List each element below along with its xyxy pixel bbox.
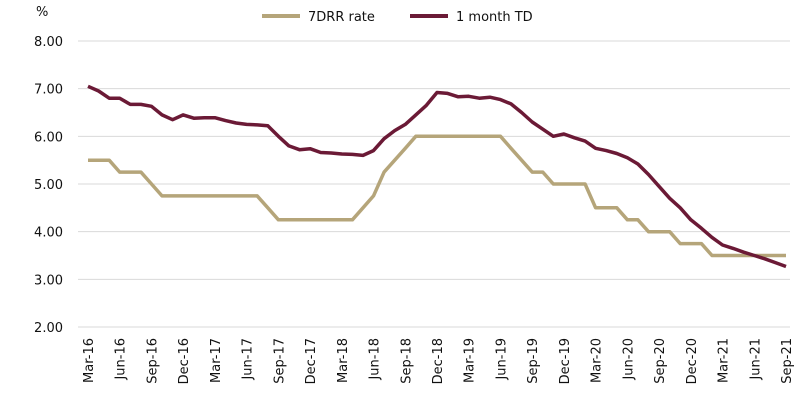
x-tick-label: Jun-18 — [368, 338, 383, 381]
x-tick-label: Sep-17 — [272, 338, 287, 384]
x-tick-label: Sep-19 — [526, 338, 541, 384]
x-tick-label: Sep-20 — [653, 338, 668, 384]
y-tick-label: 2.00 — [34, 321, 63, 336]
x-tick-label: Jun-17 — [241, 338, 256, 381]
legend-label: 7DRR rate — [308, 10, 375, 25]
x-tick-label: Jun-21 — [748, 338, 763, 381]
x-tick-label: Mar-18 — [336, 338, 351, 383]
x-tick-label: Dec-18 — [431, 338, 446, 384]
series-line — [87, 84, 787, 269]
y-tick-label: 8.00 — [34, 35, 63, 50]
y-tick-label: 3.00 — [34, 273, 63, 288]
y-tick-label: 6.00 — [34, 130, 63, 145]
x-tick-label: Dec-20 — [685, 338, 700, 384]
x-tick-label: Sep-18 — [399, 338, 414, 384]
x-tick-label: Mar-16 — [82, 338, 97, 383]
series-line — [88, 134, 786, 258]
x-tick-label: Mar-20 — [590, 338, 605, 383]
legend-label: 1 month TD — [456, 10, 533, 25]
x-tick-label: Sep-21 — [780, 338, 795, 384]
x-tick-label: Jun-20 — [621, 338, 636, 381]
y-axis-unit: % — [36, 5, 48, 20]
x-tick-label: Dec-19 — [558, 338, 573, 384]
x-tick-label: Dec-16 — [177, 338, 192, 384]
x-tick-label: Mar-21 — [717, 338, 732, 383]
x-tick-label: Dec-17 — [304, 338, 319, 384]
x-tick-label: Sep-16 — [145, 338, 160, 384]
x-tick-label: Jun-19 — [494, 338, 509, 381]
x-tick-label: Mar-19 — [463, 338, 478, 383]
x-tick-label: Mar-17 — [209, 338, 224, 383]
y-tick-label: 4.00 — [34, 226, 63, 241]
y-tick-label: 5.00 — [34, 178, 63, 193]
y-tick-label: 7.00 — [34, 83, 63, 98]
x-tick-label: Jun-16 — [114, 338, 129, 381]
